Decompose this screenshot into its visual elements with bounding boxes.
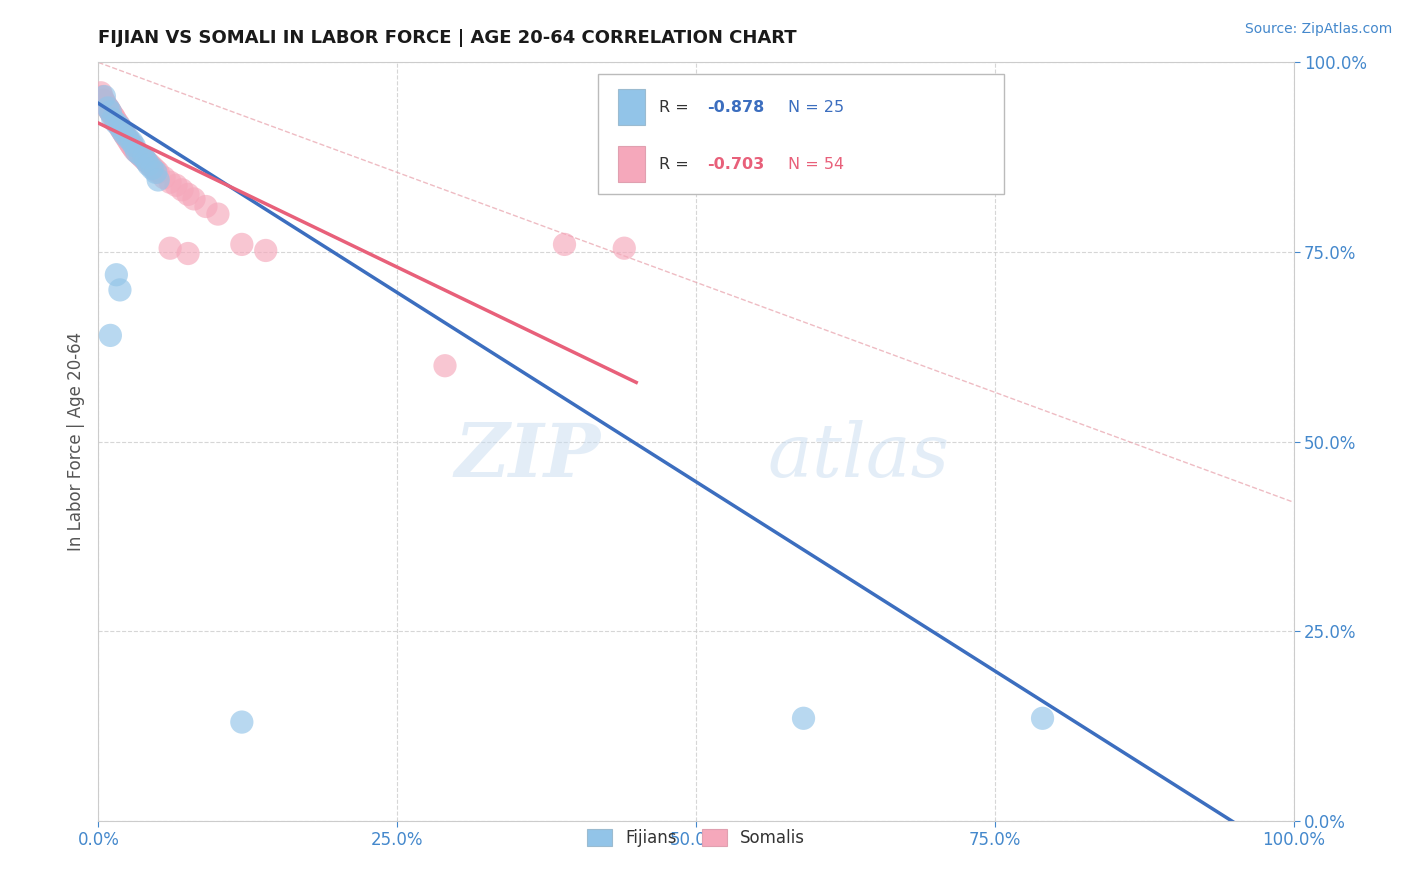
- Point: [118, 135, 141, 149]
- Point: [114, 128, 136, 142]
- Point: [132, 152, 155, 166]
- Point: [93, 95, 115, 109]
- Point: [142, 161, 165, 175]
- Point: [254, 244, 277, 258]
- Point: [108, 120, 131, 134]
- Point: [135, 153, 157, 168]
- Point: [122, 140, 145, 154]
- Point: [177, 187, 200, 202]
- Point: [145, 165, 167, 179]
- Point: [183, 192, 205, 206]
- Point: [138, 158, 160, 172]
- Point: [98, 103, 121, 117]
- Text: ZIP: ZIP: [454, 420, 600, 493]
- Point: [139, 159, 162, 173]
- Point: [231, 237, 253, 252]
- Point: [125, 145, 148, 159]
- Point: [97, 101, 120, 115]
- Point: [132, 150, 155, 164]
- Point: [128, 147, 150, 161]
- Point: [135, 153, 157, 168]
- Point: [165, 178, 187, 193]
- Text: -0.878: -0.878: [707, 100, 763, 115]
- Point: [145, 163, 167, 178]
- Y-axis label: In Labor Force | Age 20-64: In Labor Force | Age 20-64: [66, 332, 84, 551]
- Point: [131, 149, 153, 163]
- Point: [107, 118, 129, 132]
- Point: [124, 143, 146, 157]
- Point: [434, 359, 457, 373]
- Point: [129, 148, 152, 162]
- Point: [115, 131, 138, 145]
- Point: [138, 156, 160, 170]
- Point: [153, 170, 176, 185]
- Point: [110, 122, 132, 136]
- FancyBboxPatch shape: [619, 89, 644, 126]
- Point: [114, 128, 136, 142]
- Legend: Fijians, Somalis: Fijians, Somalis: [581, 822, 811, 854]
- Point: [148, 165, 170, 179]
- Point: [98, 104, 122, 119]
- Point: [195, 199, 218, 213]
- Point: [104, 112, 127, 127]
- Point: [177, 246, 200, 260]
- Text: Source: ZipAtlas.com: Source: ZipAtlas.com: [1244, 22, 1392, 37]
- Text: N = 54: N = 54: [787, 156, 844, 171]
- Point: [159, 175, 181, 189]
- Point: [172, 183, 194, 197]
- Point: [124, 138, 146, 153]
- Point: [120, 137, 142, 152]
- Text: atlas: atlas: [768, 420, 950, 493]
- Point: [101, 108, 124, 122]
- Point: [554, 237, 576, 252]
- Point: [121, 135, 143, 149]
- Point: [148, 173, 170, 187]
- Point: [141, 161, 163, 176]
- Point: [115, 129, 138, 144]
- Text: FIJIAN VS SOMALI IN LABOR FORCE | AGE 20-64 CORRELATION CHART: FIJIAN VS SOMALI IN LABOR FORCE | AGE 20…: [98, 29, 797, 47]
- Point: [101, 112, 124, 127]
- Point: [231, 715, 253, 730]
- Point: [105, 114, 128, 128]
- Point: [100, 107, 122, 121]
- FancyBboxPatch shape: [598, 74, 1004, 194]
- Point: [91, 89, 114, 103]
- Text: R =: R =: [659, 100, 693, 115]
- Point: [159, 241, 181, 255]
- Point: [1032, 711, 1054, 725]
- Point: [207, 207, 229, 221]
- Point: [613, 241, 636, 255]
- FancyBboxPatch shape: [619, 145, 644, 182]
- Point: [125, 145, 148, 159]
- Point: [97, 101, 120, 115]
- Text: N = 25: N = 25: [787, 100, 844, 115]
- Point: [117, 134, 139, 148]
- Point: [793, 711, 815, 725]
- Point: [98, 328, 122, 343]
- Point: [91, 94, 114, 108]
- Point: [111, 123, 134, 137]
- Point: [121, 138, 143, 153]
- Point: [105, 116, 128, 130]
- Text: R =: R =: [659, 156, 693, 171]
- Point: [117, 131, 139, 145]
- Point: [108, 120, 131, 134]
- Point: [107, 116, 129, 130]
- Point: [90, 86, 112, 100]
- Point: [108, 283, 131, 297]
- Point: [103, 110, 125, 124]
- Point: [98, 104, 122, 119]
- Point: [94, 97, 117, 112]
- Point: [93, 89, 115, 103]
- Point: [105, 268, 128, 282]
- Text: -0.703: -0.703: [707, 156, 763, 171]
- Point: [112, 126, 135, 140]
- Point: [96, 99, 118, 113]
- Point: [111, 123, 134, 137]
